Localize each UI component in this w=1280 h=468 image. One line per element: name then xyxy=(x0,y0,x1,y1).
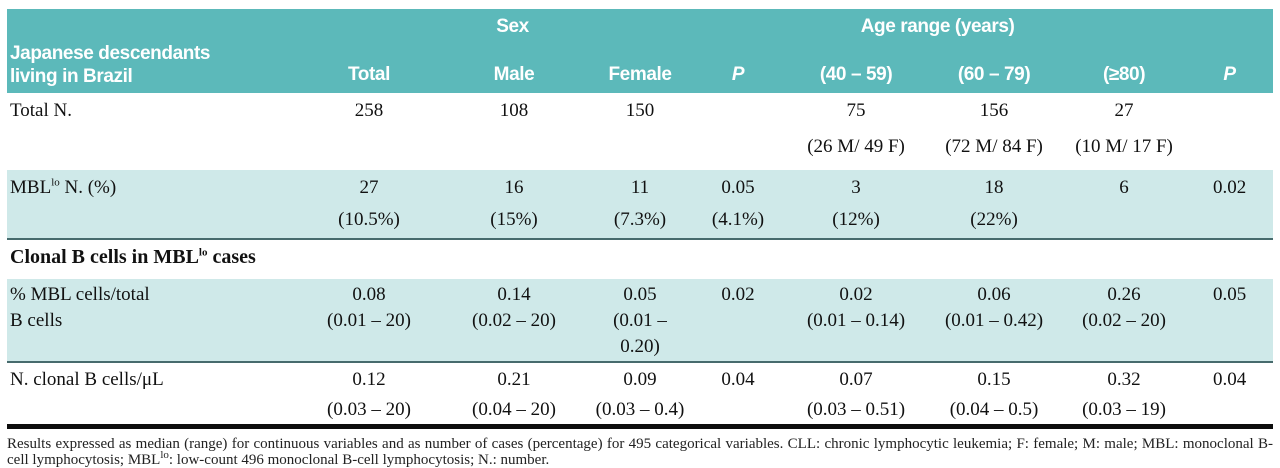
table-cell: 0.06 (0.01 – 0.42) xyxy=(926,279,1063,363)
table-cell: 258 xyxy=(354,100,384,121)
table-footnote: Results expressed as median (range) for … xyxy=(7,436,1273,468)
row-label: Total N. xyxy=(7,93,300,170)
column-header-p-sex: P xyxy=(690,43,787,93)
table-row-pct-mbl-cells: % MBL cells/total B cells 0.08 (0.01 – 20… xyxy=(7,279,1274,363)
table-cell: 0.15 (0.04 – 0.5) xyxy=(926,362,1063,429)
column-header-female: Female xyxy=(590,43,690,93)
table-group-header-row: Japanese descendants living in Brazil Se… xyxy=(7,9,1274,93)
table-column-header-row: Total Male Female P (40 – 59) (60 – 79) … xyxy=(7,43,1274,93)
group-header-sex: Sex xyxy=(300,9,787,43)
corner-header-line2: living in Brazil xyxy=(10,66,133,87)
column-header-male: Male xyxy=(438,43,590,93)
column-header-age-60-79: (60 – 79) xyxy=(926,43,1063,93)
table-cell: 3 (12%) xyxy=(786,170,927,240)
column-header-total: Total xyxy=(300,43,438,93)
superscript: lo xyxy=(160,449,169,461)
row-label-text: % MBL cells/total xyxy=(10,284,150,305)
table-cell: 0.08 (0.01 – 20) xyxy=(300,279,438,363)
row-label: MBLlo N. (%) xyxy=(7,170,300,240)
table-cell: 0.05 xyxy=(1186,279,1274,363)
table-header: Japanese descendants living in Brazil Se… xyxy=(7,9,1274,93)
table-cell: 0.09 (0.03 – 0.4) xyxy=(590,362,690,429)
table-cell: 75 (26 M/ 49 F) xyxy=(807,100,905,157)
results-table: Japanese descendants living in Brazil Se… xyxy=(7,9,1274,429)
section-header-text: Clonal B cells in MBL xyxy=(10,246,199,268)
group-header-age: Age range (years) xyxy=(786,9,1274,43)
column-header-p-age: P xyxy=(1186,43,1274,93)
table-row-n-clonal-b-cells: N. clonal B cells/μL 0.12 (0.03 – 20) 0.2… xyxy=(7,362,1274,429)
table-cell: 0.02 xyxy=(690,279,787,363)
table-cell: 0.02 xyxy=(1186,170,1274,240)
superscript: lo xyxy=(198,246,208,259)
table-cell: 0.26 (0.02 – 20) xyxy=(1062,279,1187,363)
superscript: lo xyxy=(51,176,60,189)
row-label-text: MBL xyxy=(10,177,52,198)
row-label-text: N. clonal B cells/μL xyxy=(10,369,164,390)
table-cell: 0.12 (0.03 – 20) xyxy=(300,362,438,429)
table-cell: 16 (15%) xyxy=(438,170,590,240)
table-body: Total N. 258 108 150 75 (26 M/ 49 F) 156(… xyxy=(7,93,1274,429)
row-label: % MBL cells/total B cells xyxy=(7,279,300,363)
table-cell: 0.21 (0.04 – 20) xyxy=(438,362,590,429)
column-header-age-80plus: (≥80) xyxy=(1062,43,1187,93)
table-cell: 156 (72 M/ 84 F) xyxy=(945,100,1043,157)
section-header-text: cases xyxy=(207,246,256,268)
table-cell xyxy=(690,93,786,170)
table-cell: 0.07 (0.03 – 0.51) xyxy=(786,362,927,429)
table-cell: 150 xyxy=(625,100,655,121)
section-header-row: Clonal B cells in MBLlo cases xyxy=(7,239,1273,279)
table-cell: 27 (10.5%) xyxy=(300,170,438,240)
table-cell: 0.04 xyxy=(1186,362,1274,429)
section-header: Clonal B cells in MBLlo cases xyxy=(7,239,1273,279)
table-cell: 0.02 (0.01 – 0.14) xyxy=(786,279,927,363)
table-cell: 11 (7.3%) xyxy=(590,170,690,240)
column-header-age-40-59: (40 – 59) xyxy=(786,43,927,93)
footnote-text: Results expressed as median (range) for … xyxy=(7,436,1273,468)
table-cell: 18 (22%) xyxy=(926,170,1063,240)
table-cell: 6 xyxy=(1062,170,1187,240)
corner-header: Japanese descendants living in Brazil xyxy=(7,9,300,93)
table-cell xyxy=(1186,93,1273,170)
table-cell: 0.05 (4.1%) xyxy=(690,170,787,240)
footnote-text: : low-count 496 monoclonal B-cell lympho… xyxy=(168,452,550,468)
table-cell: 108 xyxy=(499,100,529,121)
table-cell: 0.05 (0.01 – 0.20) xyxy=(590,279,690,363)
row-label: N. clonal B cells/μL xyxy=(7,362,300,429)
table-row-total-n: Total N. 258 108 150 75 (26 M/ 49 F) 156(… xyxy=(7,93,1273,170)
table-cell: 0.32 (0.03 – 19) xyxy=(1062,362,1187,429)
corner-header-line1: Japanese descendants xyxy=(10,43,211,64)
row-label-text: N. (%) xyxy=(59,177,117,198)
row-label-line2: B cells xyxy=(10,310,63,331)
table-cell: 0.14 (0.02 – 20) xyxy=(438,279,590,363)
table-cell: 27 (10 M/ 17 F) xyxy=(1075,100,1173,157)
table-row-mbl-n: MBLlo N. (%) 27 (10.5%) 16 (15%) 11 (7.3%) … xyxy=(7,170,1274,240)
row-label-text: Total N. xyxy=(10,100,72,121)
table-cell: 0.04 xyxy=(690,362,787,429)
